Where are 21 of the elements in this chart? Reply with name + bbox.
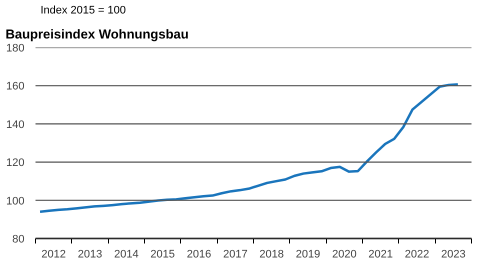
x-tick-label: 2019 [296, 248, 320, 260]
y-tick-label: 100 [6, 195, 25, 208]
y-tick-label: 80 [12, 234, 25, 246]
y-tick-label: 160 [6, 80, 25, 93]
y-tick-label: 120 [6, 157, 25, 170]
x-tick-label: 2013 [78, 248, 102, 260]
x-tick-label: 2018 [259, 248, 284, 260]
y-tick-label: 180 [6, 42, 25, 54]
x-tick-label: 2017 [223, 248, 248, 260]
x-tick-label: 2021 [368, 248, 393, 260]
x-tick-label: 2014 [114, 248, 139, 260]
y-axis-title: Index 2015 = 100 [40, 4, 126, 16]
x-tick-label: 2016 [186, 248, 212, 260]
line-series [38, 83, 460, 214]
y-tick-label: 140 [6, 118, 25, 131]
chart-title: Baupreisindex Wohnungsbau [6, 26, 189, 42]
x-tick-label: 2023 [441, 248, 466, 260]
x-tick-label: 2022 [404, 248, 430, 260]
x-tick-label: 2012 [41, 248, 66, 260]
x-tick-label: 2020 [332, 248, 357, 260]
x-tick-label: 2015 [150, 248, 175, 260]
